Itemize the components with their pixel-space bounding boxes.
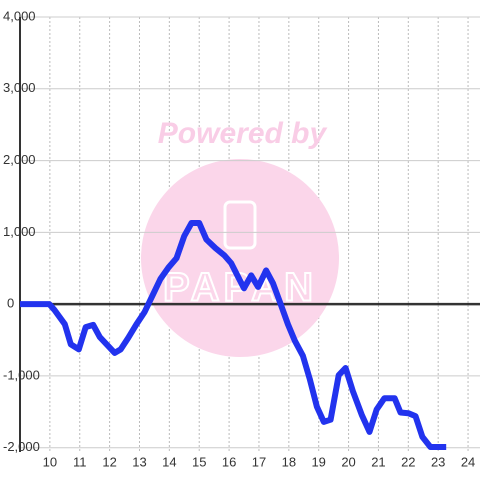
- data-line: [20, 220, 447, 450]
- x-tick-label: 14: [162, 454, 176, 469]
- y-tick-label: 0: [7, 296, 14, 311]
- x-tick-label: 22: [401, 454, 415, 469]
- x-tick-label: 11: [73, 454, 87, 469]
- x-tick-label: 23: [431, 454, 445, 469]
- watermark-circle: [141, 159, 339, 357]
- x-tick-label: 21: [371, 454, 385, 469]
- y-tick-label: -2,000: [3, 439, 40, 454]
- x-tick-label: 13: [132, 454, 146, 469]
- x-tick-label: 10: [43, 454, 57, 469]
- watermark-text: Powered by: [158, 117, 328, 150]
- x-tick-label: 12: [102, 454, 116, 469]
- x-tick-label: 17: [252, 454, 266, 469]
- y-tick-label: 4,000: [3, 8, 36, 23]
- x-tick-label: 19: [311, 454, 325, 469]
- x-tick-label: 18: [282, 454, 296, 469]
- x-tick-label: 20: [341, 454, 355, 469]
- y-tick-label: -1,000: [3, 367, 40, 382]
- x-tick-label: 15: [192, 454, 206, 469]
- watermark-icon: [223, 200, 257, 250]
- watermark: Powered by PAPAN: [141, 117, 339, 357]
- x-tick-label: 24: [461, 454, 475, 469]
- x-tick-label: 16: [222, 454, 236, 469]
